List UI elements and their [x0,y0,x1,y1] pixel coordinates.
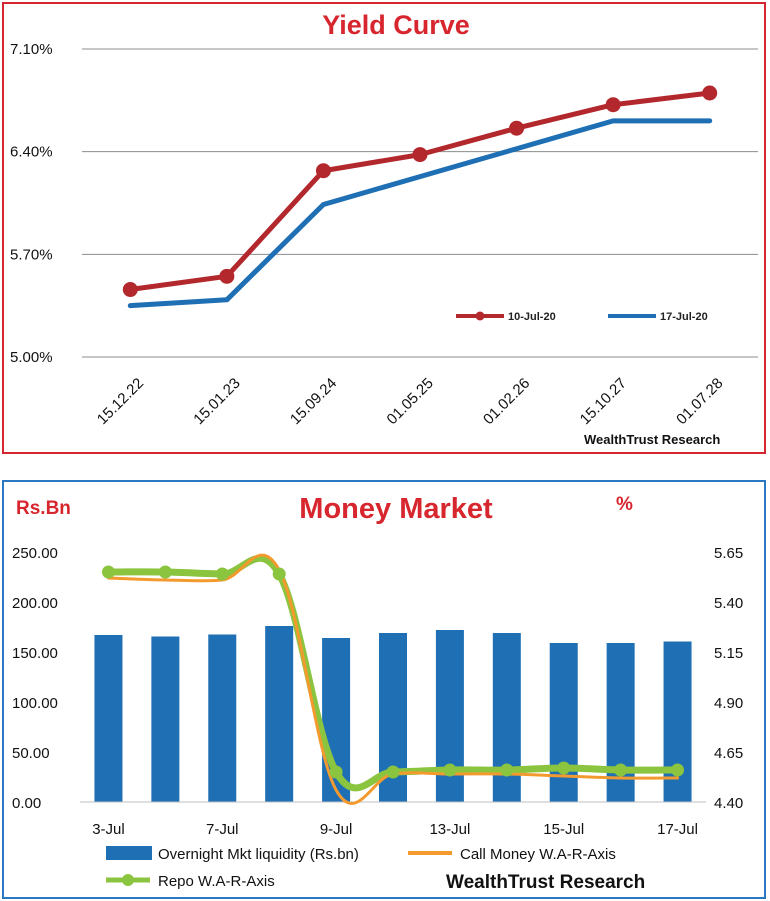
repo-rate-point [386,765,400,779]
yield-y-tick-label: 5.70% [10,246,53,263]
yield-y-tick-label: 7.10% [10,41,53,58]
repo-rate-point [443,763,457,777]
yield-series [122,85,718,309]
legend-label-17-jul: 17-Jul-20 [660,311,708,323]
money-left-tick-label: 0.00 [12,795,41,812]
money-left-tick-label: 100.00 [12,695,58,712]
legend-marker-10-jul [475,311,485,321]
yield-x-tick-label: 15.10.27 [577,375,630,428]
money-x-tick-label: 9-Jul [320,821,353,838]
yield-point [122,282,138,298]
money-market-panel: Rs.Bn Money Market % 250.00 200.00 150.00 1… [2,480,766,899]
yield-curve-title: Yield Curve [322,10,470,40]
money-left-tick-label: 150.00 [12,645,58,662]
liquidity-bar [265,626,294,802]
yield-x-tick-label: 01.02.26 [480,375,533,428]
yield-x-tick-label: 15.01.23 [190,375,243,428]
repo-rate-point [101,565,115,579]
legend-label-overnight-liquidity: Overnight Mkt liquidity (Rs.bn) [158,846,359,863]
money-left-tick-label: 200.00 [12,595,58,612]
liquidity-bar [492,633,521,802]
money-x-axis-ticks: 3-Jul 7-Jul 9-Jul 13-Jul 15-Jul 17-Jul [92,821,698,838]
yield-point [315,163,331,179]
yield-point [605,97,621,113]
yield-x-axis-ticks: 15.12.22 15.01.23 15.09.24 01.05.25 01.02.26… [94,375,727,428]
legend-marker-repo [122,874,134,886]
money-left-tick-label: 50.00 [12,745,50,762]
repo-rate-point [158,565,172,579]
yield-x-tick-label: 15.09.24 [287,375,340,428]
money-right-tick-label: 5.15 [714,645,743,662]
yield-x-tick-label: 15.12.22 [94,375,147,428]
repo-rate-point [671,763,685,777]
liquidity-bar [94,635,123,802]
right-axis-unit-label: % [616,494,633,515]
repo-rate-point [215,567,229,581]
money-left-axis-ticks: 250.00 200.00 150.00 100.00 50.00 0.00 [12,545,58,812]
yield-point [412,147,428,163]
yield-x-tick-label: 01.07.28 [673,375,726,428]
yield-series-line [127,118,713,309]
money-left-tick-label: 250.00 [12,545,58,562]
money-rate-lines [101,553,685,805]
money-right-tick-label: 5.40 [714,595,743,612]
yield-point [509,120,525,136]
yield-y-tick-label: 6.40% [10,144,53,161]
yield-legend: 10-Jul-20 17-Jul-20 [456,311,708,323]
liquidity-bar [549,643,578,802]
money-market-title: Money Market [299,493,493,525]
money-bars [94,626,692,802]
repo-rate-point [557,761,571,775]
legend-label-call-money: Call Money W.A-R-Axis [460,846,616,863]
money-right-tick-label: 4.65 [714,745,743,762]
money-legend: Overnight Mkt liquidity (Rs.bn) Call Mon… [106,846,616,890]
repo-rate-point [272,567,286,581]
legend-swatch-overnight-liquidity [106,846,152,860]
legend-label-10-jul: 10-Jul-20 [508,311,556,323]
money-source-label: WealthTrust Research [446,872,645,893]
money-x-tick-label: 3-Jul [92,821,125,838]
money-market-chart: Rs.Bn Money Market % 250.00 200.00 150.00 1… [12,493,743,893]
repo-rate-point [329,765,343,779]
money-x-tick-label: 7-Jul [206,821,239,838]
liquidity-bar [151,636,180,802]
liquidity-bar [208,634,237,802]
legend-label-repo: Repo W.A-R-Axis [158,873,275,890]
left-axis-unit-label: Rs.Bn [16,498,71,519]
money-right-tick-label: 5.65 [714,545,743,562]
yield-gridlines [82,48,758,358]
yield-x-tick-label: 01.05.25 [384,375,437,428]
yield-y-axis-ticks: 7.10% 6.40% 5.70% 5.00% [10,41,53,366]
yield-point [219,268,235,284]
yield-point [702,85,718,101]
repo-rate-point [614,763,628,777]
money-x-tick-label: 17-Jul [657,821,698,838]
money-x-tick-label: 15-Jul [543,821,584,838]
yield-y-tick-label: 5.00% [10,349,53,366]
money-right-axis-ticks: 5.65 5.40 5.15 4.90 4.65 4.40 [714,545,743,812]
money-x-tick-label: 13-Jul [429,821,470,838]
money-right-tick-label: 4.90 [714,695,743,712]
yield-curve-chart: Yield Curve 7.10% 6.40% 5.70% 5.00% 15.12.2… [10,10,758,447]
yield-source-label: WealthTrust Research [584,432,720,447]
yield-curve-panel: Yield Curve 7.10% 6.40% 5.70% 5.00% 15.12.2… [2,2,766,454]
money-right-tick-label: 4.40 [714,795,743,812]
repo-rate-point [500,763,514,777]
